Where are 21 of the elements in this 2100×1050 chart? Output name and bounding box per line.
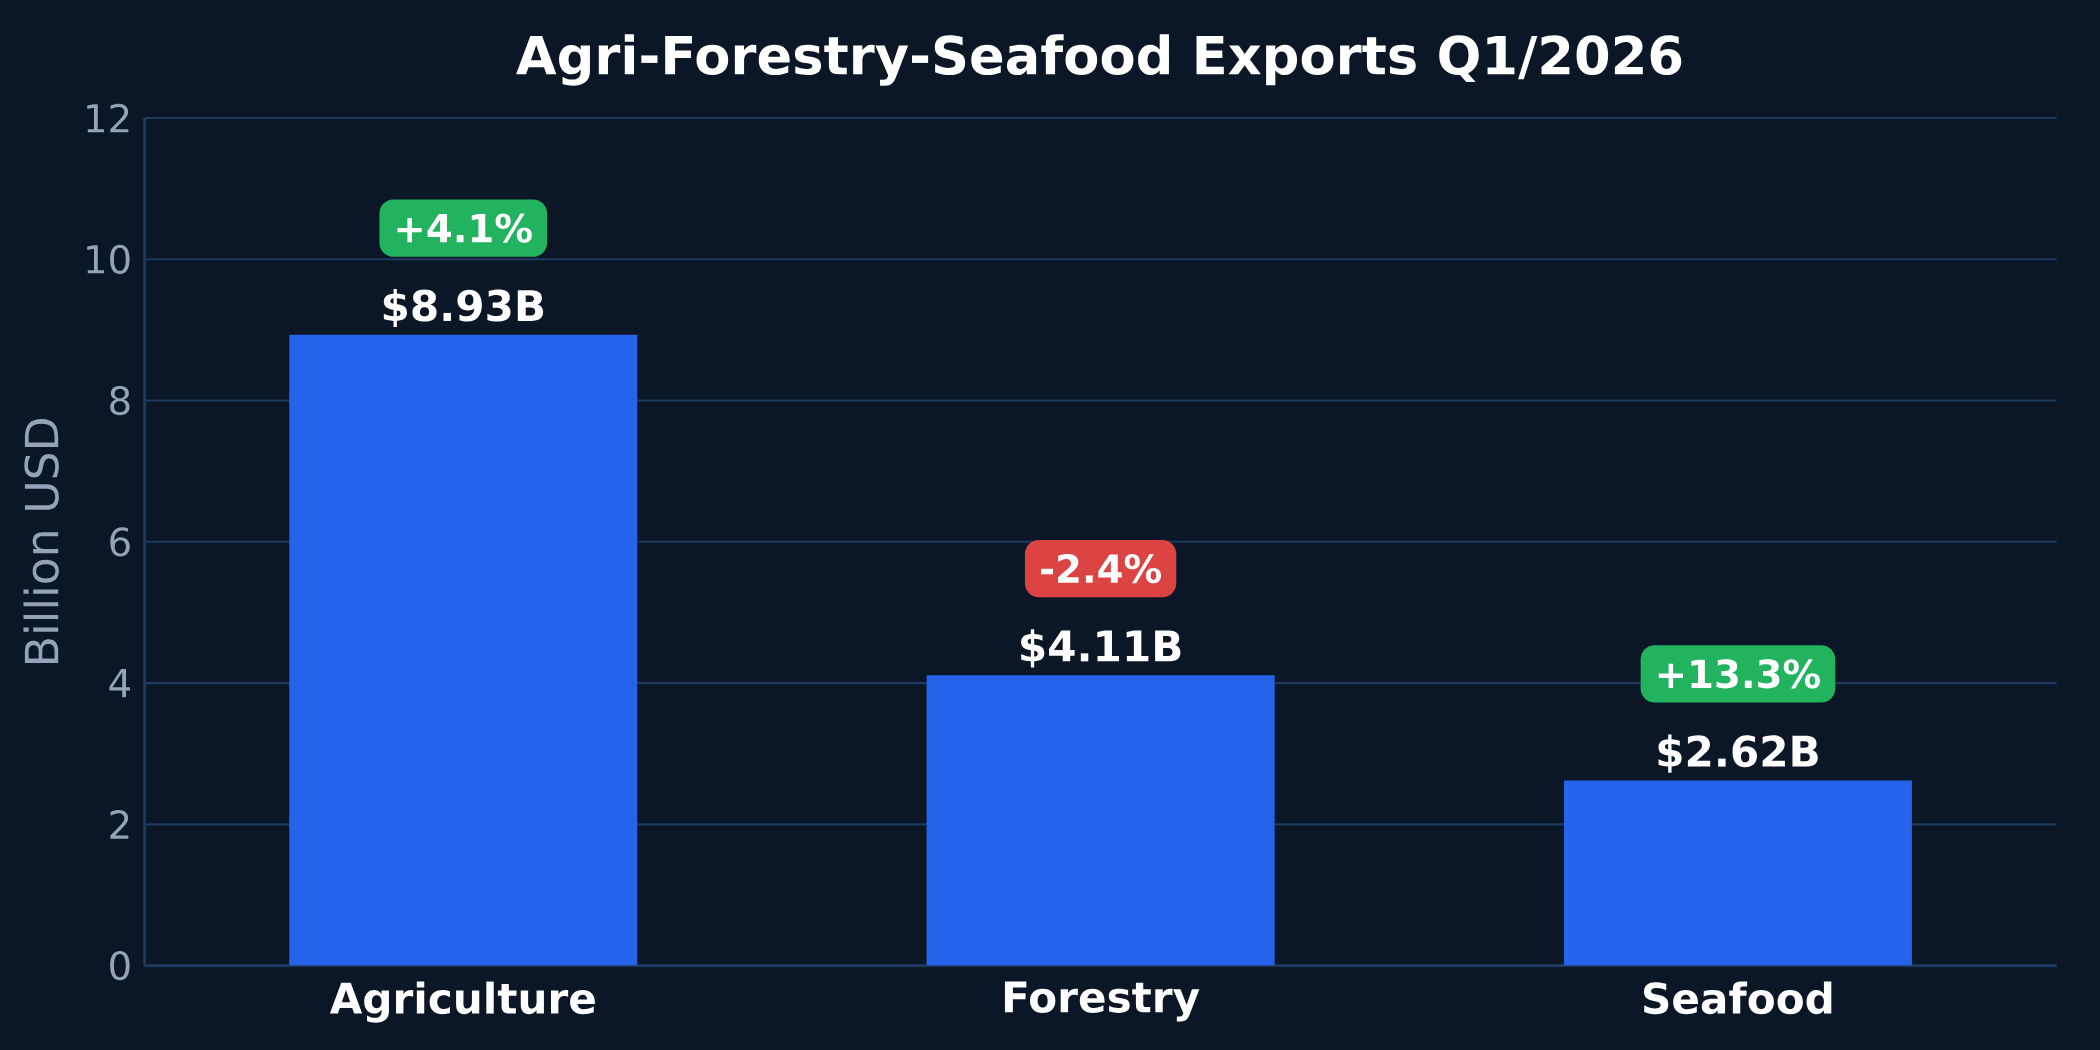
y-tick-label: 4	[109, 668, 131, 698]
bar	[926, 675, 1275, 966]
bar	[289, 334, 638, 966]
y-tick-label: 12	[87, 103, 129, 133]
annotation: -2.4%	[1041, 554, 1161, 584]
y-tick-label: 2	[110, 810, 129, 839]
x-tick-label: Seafood	[1644, 981, 1832, 1015]
bar	[1563, 780, 1912, 966]
x-tick-label: Forestry	[1004, 981, 1200, 1022]
data-label: $4.11B	[1021, 629, 1181, 668]
data-label: $2.62B	[1658, 734, 1818, 773]
annotation: +13.3%	[1658, 659, 1820, 689]
y-tick-label: 10	[87, 244, 130, 274]
y-tick-label: 8	[110, 385, 130, 416]
y-axis-title: Billion USD	[23, 418, 59, 663]
annotation: +4.1%	[397, 213, 532, 243]
y-tick-label: 0	[110, 951, 130, 981]
data-label: $8.93B	[383, 288, 544, 328]
y-tick-label: 6	[110, 527, 130, 557]
chart-title: Agri-Forestry-Seafood Exports Q1/2026	[516, 34, 1682, 86]
x-tick-label: Agriculture	[329, 981, 595, 1023]
